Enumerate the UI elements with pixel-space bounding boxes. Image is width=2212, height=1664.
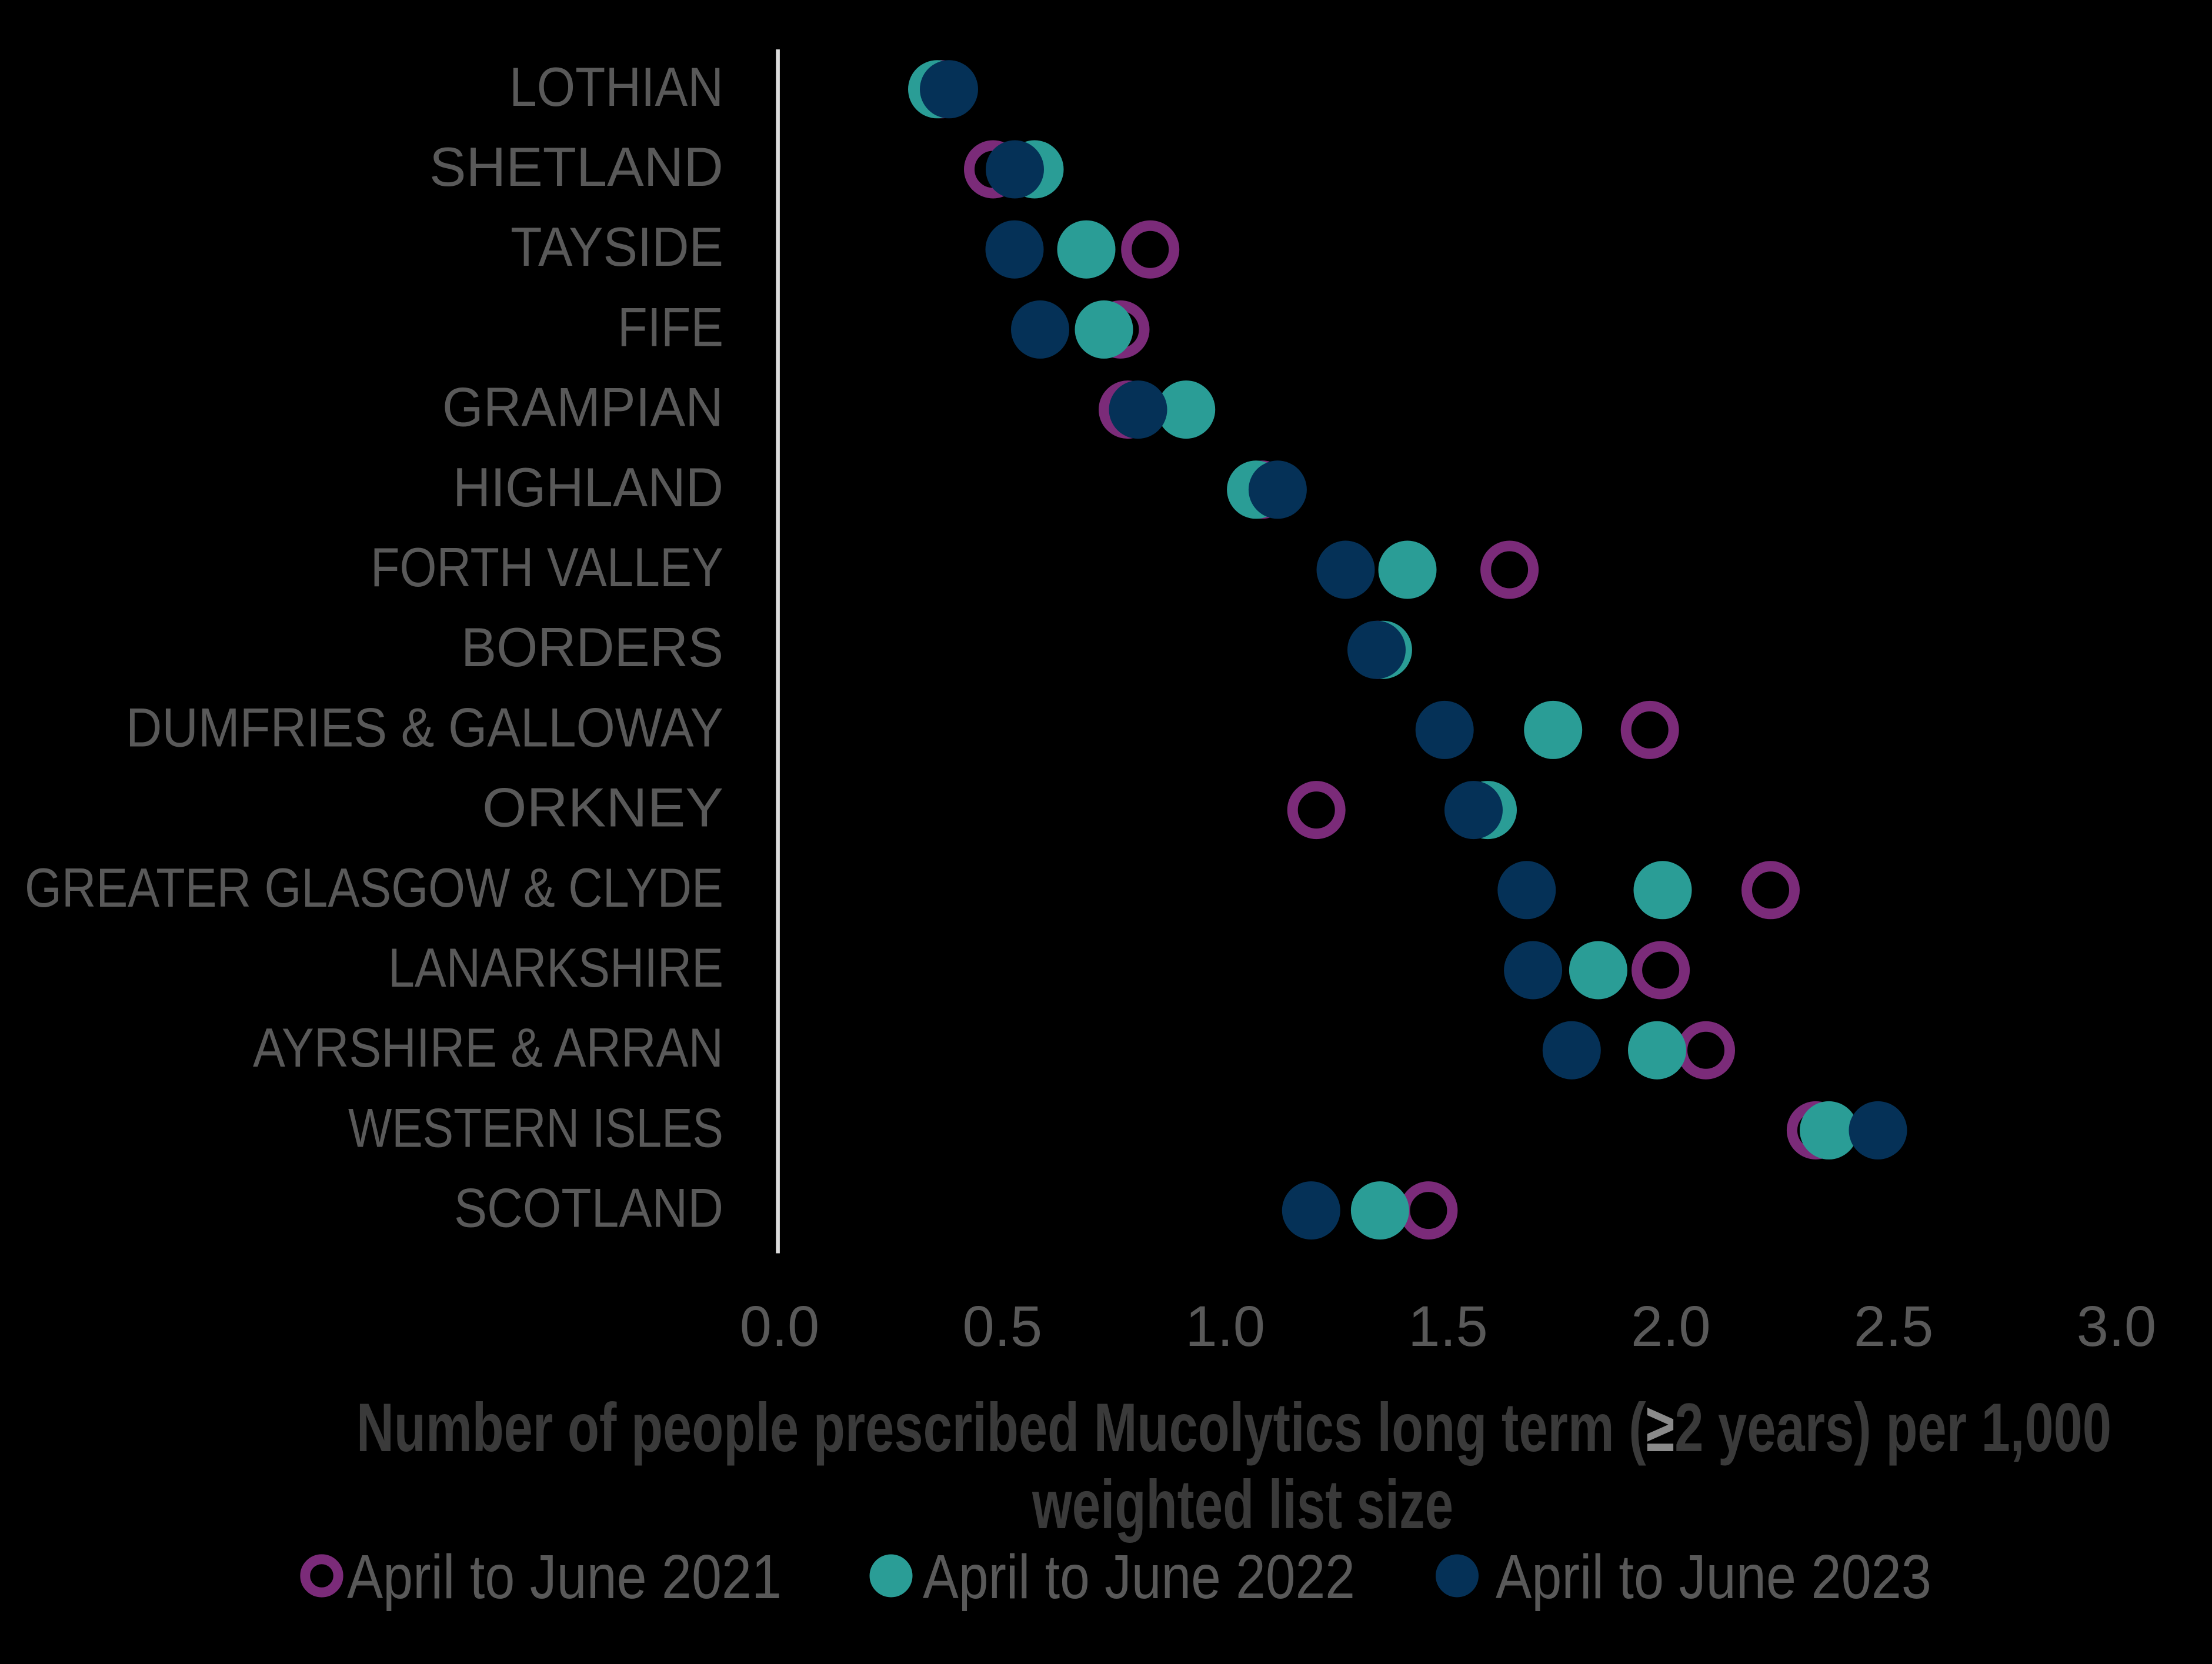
svg-text:GRAMPIAN: GRAMPIAN: [442, 377, 723, 438]
svg-text:April to June 2021: April to June 2021: [347, 1542, 782, 1612]
svg-text:WESTERN ISLES: WESTERN ISLES: [348, 1097, 723, 1158]
svg-text:DUMFRIES & GALLOWAY: DUMFRIES & GALLOWAY: [126, 697, 723, 758]
svg-text:1.5: 1.5: [1408, 1294, 1488, 1358]
svg-text:FIFE: FIFE: [618, 296, 723, 357]
svg-text:HIGHLAND: HIGHLAND: [453, 457, 723, 518]
svg-text:April to June 2022: April to June 2022: [923, 1542, 1355, 1612]
svg-text:2.5: 2.5: [1854, 1294, 1934, 1358]
svg-text:0.0: 0.0: [740, 1294, 820, 1358]
svg-text:TAYSIDE: TAYSIDE: [511, 216, 723, 278]
svg-text:1.0: 1.0: [1185, 1294, 1265, 1358]
svg-text:FORTH VALLEY: FORTH VALLEY: [371, 537, 723, 598]
svg-text:AYRSHIRE & ARRAN: AYRSHIRE & ARRAN: [253, 1017, 723, 1078]
svg-text:2.0: 2.0: [1631, 1294, 1711, 1358]
svg-text:SHETLAND: SHETLAND: [429, 136, 723, 198]
svg-text:LANARKSHIRE: LANARKSHIRE: [388, 937, 723, 998]
svg-text:ORKNEY: ORKNEY: [482, 777, 723, 838]
svg-text:weighted list size: weighted list size: [1032, 1466, 1453, 1543]
svg-text:LOTHIAN: LOTHIAN: [509, 56, 723, 118]
svg-text:0.5: 0.5: [963, 1294, 1043, 1358]
svg-text:Number of people prescribed Mu: Number of people prescribed Mucolytics l…: [356, 1389, 2111, 1466]
svg-text:April to June 2023: April to June 2023: [1496, 1542, 1931, 1612]
svg-text:SCOTLAND: SCOTLAND: [454, 1178, 723, 1239]
svg-text:GREATER GLASGOW & CLYDE: GREATER GLASGOW & CLYDE: [25, 857, 723, 918]
svg-text:3.0: 3.0: [2077, 1294, 2157, 1358]
svg-text:BORDERS: BORDERS: [461, 617, 723, 678]
